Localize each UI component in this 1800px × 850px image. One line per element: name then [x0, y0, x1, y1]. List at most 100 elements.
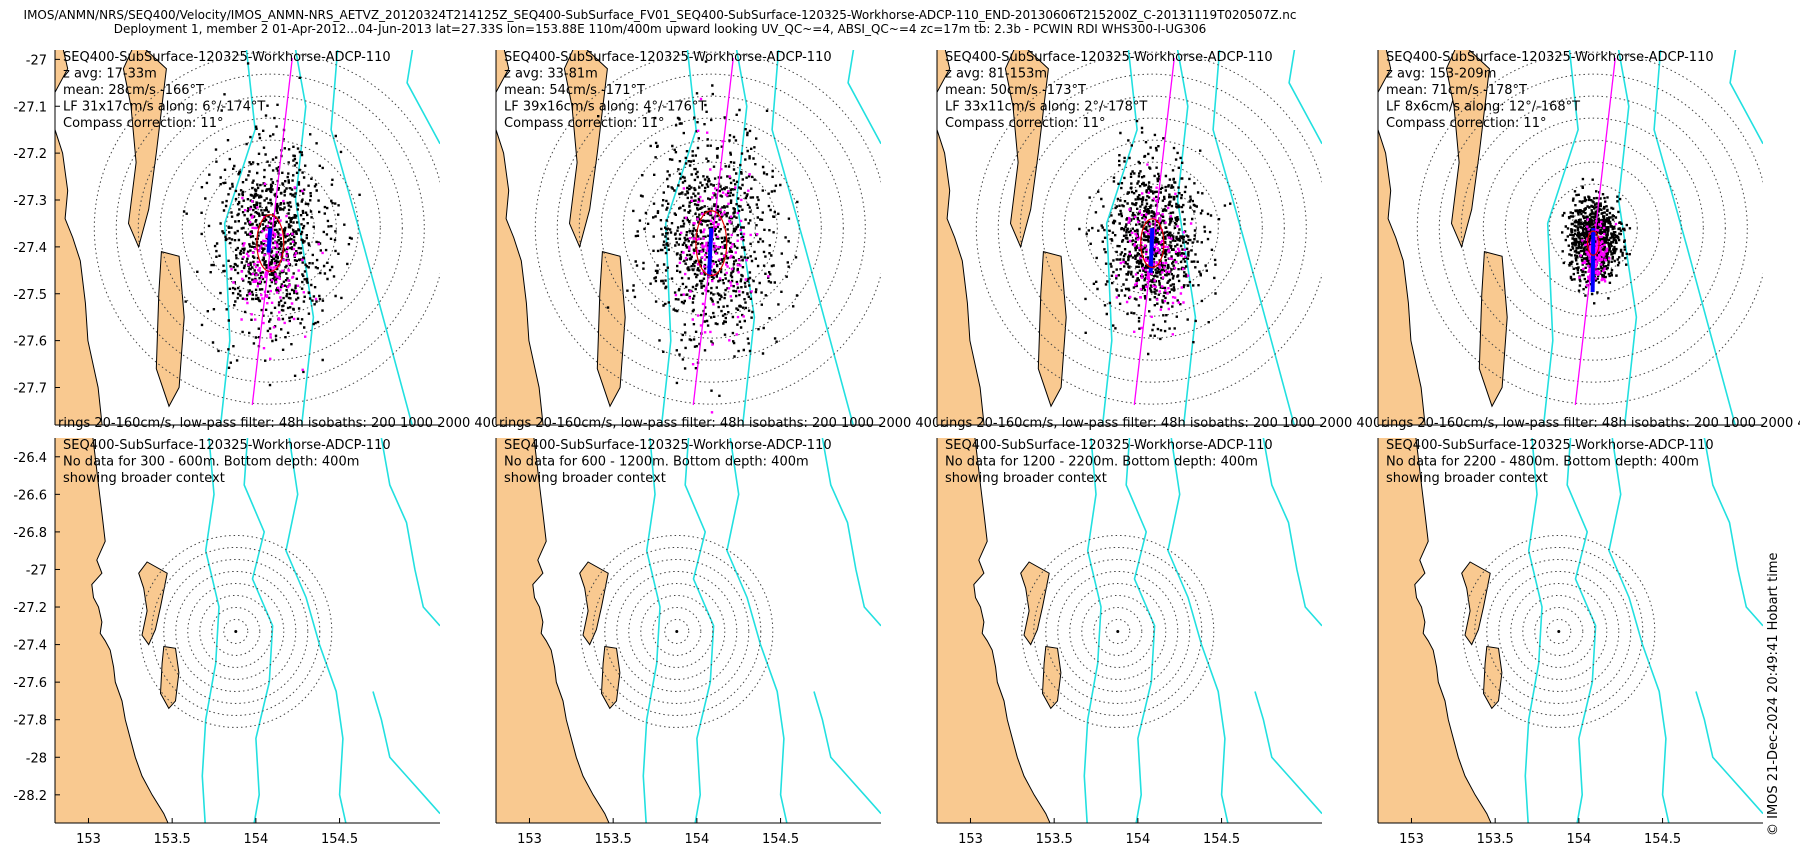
panel-title: SEQ400-SubSurface-120325-Workhorse-ADCP-… [504, 50, 832, 65]
panel-bottom-2: 153 153.5 154 154.5 SEQ400-SubSurface-120325… [495, 438, 881, 847]
speed-ring [1510, 582, 1608, 680]
plot-area [55, 438, 440, 823]
panel-annotation: Compass correction: 11° [945, 116, 1105, 131]
x-tick-label: 154 [1566, 832, 1591, 847]
panel-annotation: No data for 2200 - 4800m. Bottom depth: … [1386, 454, 1699, 469]
panel-top-3: SEQ400-SubSurface-120325-Workhorse-ADCP-… [936, 50, 1390, 431]
y-tick-label: -27.4 [13, 241, 47, 256]
panel-annotation: Compass correction: 11° [1386, 116, 1546, 131]
y-tick-label: -27.3 [13, 194, 47, 209]
panel-annotation: showing broader context [945, 471, 1107, 486]
panel-annotation: z avg: 33-81m [504, 66, 598, 81]
x-tick-label: 153.5 [154, 832, 191, 847]
speed-ring [163, 558, 309, 704]
speed-ring [151, 546, 321, 716]
island-south [1041, 645, 1062, 710]
isobath-line [1729, 50, 1763, 145]
isobath-line [201, 438, 220, 823]
speed-ring [1460, 95, 1726, 361]
mainland-land [1378, 438, 1492, 823]
footer-note: rings 20-160cm/s, low-pass filter: 48h i… [1381, 416, 1800, 431]
speed-ring [1474, 546, 1644, 716]
plot-area [496, 50, 881, 425]
mainland-land [1378, 50, 1426, 425]
mainland-land [55, 50, 103, 425]
speed-ring [203, 161, 337, 295]
speed-ring [1041, 117, 1263, 339]
mean-vector [707, 228, 714, 277]
y-tick-label: -28 [26, 751, 47, 766]
x-tick-label: 154.5 [762, 832, 799, 847]
plot-area [1378, 438, 1763, 823]
speed-ring [115, 73, 425, 383]
speed-ring [616, 570, 738, 692]
island-south [159, 645, 180, 710]
speed-ring [534, 51, 881, 405]
panel-annotation: mean: 28cm/s -166°T [63, 83, 204, 98]
footer-note: rings 20-160cm/s, low-pass filter: 48h i… [499, 416, 949, 431]
speed-ring [1069, 582, 1167, 680]
x-tick-label: 154.5 [1644, 832, 1681, 847]
y-tick-label: -28.2 [13, 789, 47, 804]
isobath-line [1524, 438, 1543, 823]
isobath-line [1288, 50, 1322, 145]
isobath-line [1167, 438, 1229, 823]
speed-ring [1548, 183, 1638, 273]
speed-ring [604, 558, 750, 704]
speed-ring [1462, 534, 1656, 728]
speed-ring [1085, 161, 1219, 295]
isobath-line [642, 438, 661, 823]
x-tick-label: 154 [243, 832, 268, 847]
y-tick-label: -26.8 [13, 526, 47, 541]
panel-annotation: z avg: 153-209m [1386, 66, 1496, 81]
y-tick-label: -27.4 [13, 639, 47, 654]
mooring-marker [1557, 629, 1561, 633]
panel-bottom-3: 153 153.5 154 154.5 SEQ400-SubSurface-120325… [936, 438, 1322, 847]
speed-ring [1416, 51, 1763, 405]
isobath-line [1262, 438, 1322, 627]
panel-annotation: showing broader context [63, 471, 225, 486]
speed-ring [1021, 534, 1215, 728]
isobath-line [1125, 438, 1156, 823]
isobath-line [684, 438, 715, 823]
speed-ring [600, 117, 822, 339]
isobath-line [1254, 691, 1322, 815]
isobath-line [1703, 438, 1763, 627]
panel-title: SEQ400-SubSurface-120325-Workhorse-ADCP-… [504, 438, 832, 453]
speed-ring [580, 534, 774, 728]
panel-annotation: LF 31x17cm/s along: 6°/-174°T [63, 99, 265, 114]
panel-annotation: mean: 71cm/s -178°T [1386, 83, 1527, 98]
variance-ellipse [256, 214, 285, 273]
isobath-line [243, 438, 274, 823]
isobath-line [821, 438, 881, 627]
principal-axis-line [1133, 57, 1175, 406]
principal-axis-line [251, 57, 293, 406]
speed-ring [1081, 594, 1155, 668]
velocity-scatter [1561, 177, 1632, 305]
panel-annotation: showing broader context [1386, 471, 1548, 486]
plot-area [937, 50, 1322, 425]
isobath-line [1542, 50, 1579, 425]
isobath-line [1695, 691, 1763, 815]
x-tick-label: 153 [76, 832, 101, 847]
island-north [1004, 50, 1049, 249]
isobath-line [1566, 438, 1597, 823]
panel-annotation: z avg: 81-153m [945, 66, 1047, 81]
figure-title-line-1: IMOS/ANMN/NRS/SEQ400/Velocity/IMOS_ANMN-… [23, 8, 1297, 22]
low-pass-scatter [1115, 163, 1193, 336]
plot-area [1378, 50, 1763, 425]
y-tick-label: -27.1 [13, 100, 47, 115]
panel-annotation: LF 8x6cm/s along: 12°/-168°T [1386, 99, 1580, 114]
panel-annotation: No data for 1200 - 2200m. Bottom depth: … [945, 454, 1258, 469]
speed-ring [1033, 546, 1203, 716]
panel-title: SEQ400-SubSurface-120325-Workhorse-ADCP-… [63, 438, 391, 453]
x-tick-label: 154 [684, 832, 709, 847]
isobath-line [1617, 50, 1638, 425]
y-tick-label: -27.2 [13, 147, 47, 162]
x-tick-label: 153 [1399, 832, 1424, 847]
low-pass-scatter [1578, 218, 1618, 287]
island-north [122, 50, 167, 249]
panel-annotation: LF 33x11cm/s along: 2°/-178°T [945, 99, 1147, 114]
plot-area [55, 50, 440, 425]
speed-ring [175, 570, 297, 692]
